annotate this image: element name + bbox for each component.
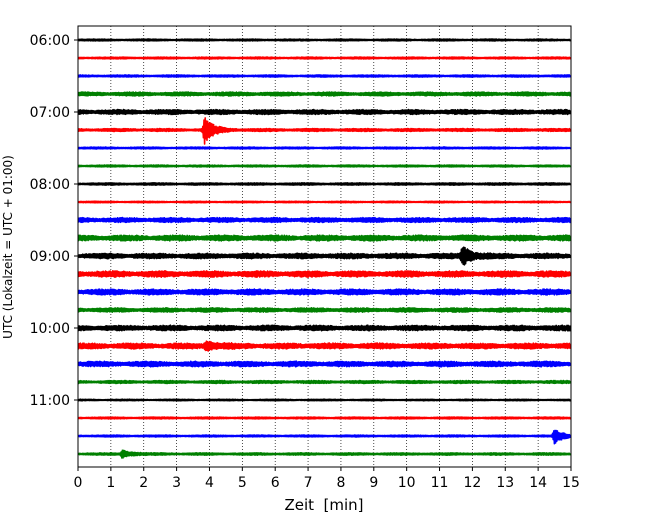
x-tick-label: 0 — [74, 475, 83, 491]
trace-0945 — [77, 307, 572, 313]
trace-1045 — [77, 379, 572, 385]
y-tick-label: 10:00 — [30, 321, 70, 337]
trace-0630 — [77, 74, 572, 78]
trace-0745 — [77, 164, 572, 168]
trace-0715 — [77, 117, 572, 145]
plot-frame — [77, 25, 572, 468]
y-tick-label: 06:00 — [30, 33, 70, 49]
x-tick-label: 11 — [431, 475, 449, 491]
trace-1030 — [77, 360, 572, 368]
x-tick-label: 1 — [106, 475, 115, 491]
x-tick-label: 3 — [172, 475, 181, 491]
trace-1115 — [77, 416, 572, 420]
trace-1100 — [77, 398, 572, 402]
trace-0815 — [77, 200, 572, 204]
y-axis-label: UTC (Lokalzeit = UTC + 01:00) — [1, 155, 15, 339]
trace-1130 — [77, 429, 572, 445]
trace-0600 — [77, 38, 572, 42]
x-axis-ticks: 0 1 2 3 4 5 6 7 8 9 10 11 12 13 14 15 — [74, 467, 580, 491]
x-tick-label: 7 — [304, 475, 313, 491]
trace-0930 — [77, 288, 572, 296]
trace-1145 — [77, 449, 572, 459]
trace-0700 — [77, 108, 572, 116]
trace-0730 — [77, 146, 572, 150]
y-tick-label: 09:00 — [30, 249, 70, 265]
y-tick-label: 07:00 — [30, 105, 70, 121]
x-tick-label: 8 — [336, 475, 345, 491]
x-tick-label: 15 — [562, 475, 580, 491]
x-tick-label: 12 — [463, 475, 481, 491]
x-tick-label: 5 — [238, 475, 247, 491]
trace-0615 — [77, 56, 572, 60]
y-axis-ticks: 06:00 07:00 08:00 09:00 10:00 11:00 — [30, 33, 78, 409]
trace-0830 — [77, 216, 572, 224]
x-tick-label: 14 — [529, 475, 547, 491]
trace-0845 — [77, 234, 572, 242]
trace-1000 — [77, 324, 572, 332]
x-tick-label: 4 — [205, 475, 214, 491]
trace-0645 — [77, 91, 572, 97]
seismogram-traces — [77, 38, 572, 459]
x-tick-label: 2 — [139, 475, 148, 491]
trace-1015 — [77, 340, 572, 352]
trace-0900 — [77, 246, 572, 266]
trace-0800 — [77, 182, 572, 186]
y-tick-label: 11:00 — [30, 393, 70, 409]
x-tick-label: 13 — [496, 475, 514, 491]
y-tick-label: 08:00 — [30, 177, 70, 193]
x-tick-label: 10 — [398, 475, 416, 491]
trace-0915 — [77, 270, 572, 278]
x-tick-label: 6 — [271, 475, 280, 491]
x-tick-label: 9 — [369, 475, 378, 491]
x-axis-label: Zeit [min] — [284, 496, 363, 514]
